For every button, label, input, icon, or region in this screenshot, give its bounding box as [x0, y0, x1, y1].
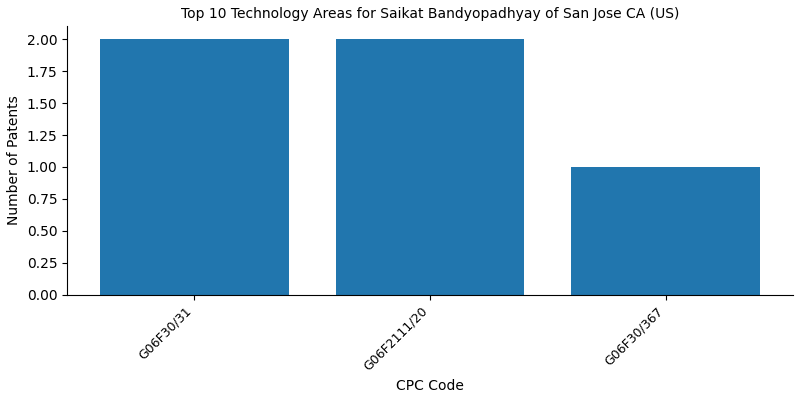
X-axis label: CPC Code: CPC Code: [396, 379, 464, 393]
Bar: [336, 39, 524, 295]
Y-axis label: Number of Patents: Number of Patents: [7, 96, 21, 226]
Title: Top 10 Technology Areas for Saikat Bandyopadhyay of San Jose CA (US): Top 10 Technology Areas for Saikat Bandy…: [181, 7, 679, 21]
Bar: [571, 167, 760, 295]
Bar: [100, 39, 289, 295]
